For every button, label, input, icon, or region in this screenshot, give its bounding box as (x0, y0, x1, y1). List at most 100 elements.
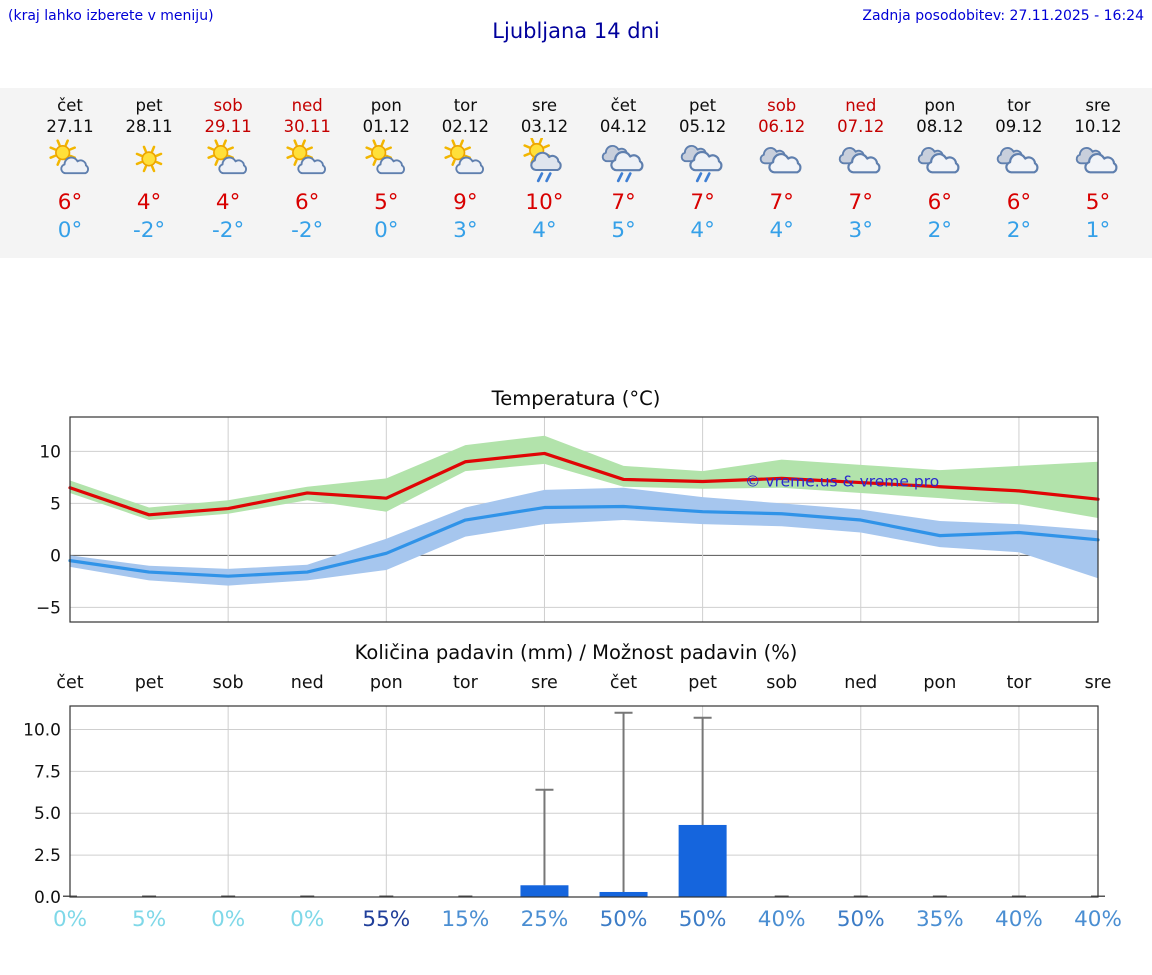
precip-ytick-label: 2.5 (34, 846, 61, 866)
cloud-icon (821, 138, 901, 187)
precip-day-label: pon (923, 673, 956, 693)
precip-zero-bar (221, 895, 236, 897)
precip-zero-bar (142, 895, 157, 897)
day-name: čet (57, 96, 83, 115)
min_temperature-line (68, 504, 1100, 578)
sun-cloud-icon (267, 138, 347, 187)
sun-cloud-icon (346, 138, 426, 187)
day-column[interactable]: pon 08.12 6° 2° (900, 95, 980, 245)
precipitation-chart: čet pet sob ned pon tor sre čet pet sob ned pon tor s… (23, 673, 1122, 932)
max_temperature_range-band (70, 435, 1098, 521)
precip-probability: 50% (837, 907, 885, 932)
day-low-temp: 2° (927, 218, 953, 243)
precip-probability: 40% (995, 907, 1043, 932)
precip-zero-bar (458, 895, 473, 897)
precip-day-label: ned (291, 673, 324, 693)
day-column[interactable]: ned 30.11 6° -2° (267, 95, 347, 245)
day-high-temp: 7° (611, 190, 636, 215)
day-low-temp: 0° (374, 218, 399, 243)
precip-day-label: čet (610, 673, 637, 693)
day-column[interactable]: tor 02.12 9° 3° (425, 95, 505, 245)
precip-day-label: tor (453, 673, 479, 693)
day-column[interactable]: čet 04.12 7° 5° (584, 95, 664, 245)
min_temperature_range-band (70, 487, 1098, 586)
day-high-temp: 6° (57, 190, 83, 215)
day-name: pet (689, 96, 717, 115)
max_temperature-line (68, 451, 1100, 517)
precip-probability: 15% (441, 907, 489, 932)
day-date: 04.12 (599, 117, 648, 136)
precip-probability: 55% (362, 907, 410, 932)
temp-ytick-label: 5 (50, 494, 61, 514)
day-date: 08.12 (916, 117, 964, 136)
day-name: pon (924, 96, 956, 115)
day-column[interactable]: sob 06.12 7° 4° (742, 95, 822, 245)
temperature-chart: −5 0 5 10 © vreme.us & vreme.pro (36, 416, 1100, 623)
day-high-temp: 4° (215, 190, 241, 215)
precip-zero-bar (300, 895, 315, 897)
day-column[interactable]: pet 05.12 7° 4° (663, 95, 743, 245)
day-date: 27.11 (46, 117, 94, 136)
day-name: ned (845, 96, 877, 115)
day-name: ned (291, 96, 323, 115)
precip-zero-bar (1011, 895, 1026, 897)
day-column[interactable]: sob 29.11 4° -2° (188, 95, 268, 245)
day-high-temp: 9° (453, 190, 478, 215)
day-low-temp: 4° (690, 218, 715, 243)
day-name: tor (1007, 96, 1031, 115)
day-low-temp: 5° (611, 218, 636, 243)
day-low-temp: 3° (453, 218, 478, 243)
rain-icon (584, 138, 664, 187)
cloud-icon (900, 138, 980, 187)
day-high-temp: 4° (136, 190, 162, 215)
precip-bar (678, 824, 727, 897)
day-date: 05.12 (678, 117, 727, 136)
cloud-icon (979, 138, 1059, 187)
day-high-temp: 7° (769, 190, 794, 215)
day-date: 09.12 (995, 117, 1043, 136)
last-update: Zadnja posodobitev: 27.11.2025 - 16:24 (862, 8, 1144, 24)
precip-probability: 0% (53, 907, 87, 932)
day-name: sre (1085, 96, 1111, 115)
day-name: pet (135, 96, 163, 115)
temp-ytick-label: −5 (36, 598, 61, 618)
day-date: 10.12 (1074, 117, 1122, 136)
precip-ytick-label: 7.5 (34, 762, 61, 782)
day-column[interactable]: tor 09.12 6° 2° (979, 95, 1059, 245)
sun-cloud-icon (30, 138, 110, 187)
day-low-temp: 4° (769, 218, 794, 243)
day-column[interactable]: čet 27.11 6° 0° (30, 95, 110, 245)
precip-day-label: čet (56, 673, 83, 693)
day-column[interactable]: pon 01.12 5° 0° (346, 95, 426, 245)
day-strip: čet 27.11 6° 0° pet 28.11 4° -2° sob 29.11 4° -2° ne… (0, 88, 1152, 258)
day-date: 29.11 (204, 117, 252, 136)
precip-day-label: sob (766, 673, 797, 693)
day-name: pon (370, 96, 402, 115)
day-low-temp: 4° (532, 218, 557, 243)
sun-cloud-icon (425, 138, 505, 187)
page-title: Ljubljana 14 dni (492, 19, 660, 43)
day-low-temp: -2° (291, 218, 324, 243)
precip-zero-bar (932, 895, 947, 897)
day-high-temp: 6° (1006, 190, 1032, 215)
day-column[interactable]: ned 07.12 7° 3° (821, 95, 901, 245)
precip-probability: 25% (521, 907, 569, 932)
watermark: © vreme.us & vreme.pro (745, 473, 939, 491)
precip-day-label: pet (688, 673, 717, 693)
day-high-temp: 7° (690, 190, 715, 215)
precip-probability: 50% (600, 907, 648, 932)
day-high-temp: 7° (848, 190, 873, 215)
precip-day-label: sob (213, 673, 244, 693)
day-low-temp: 2° (1006, 218, 1032, 243)
day-column[interactable]: sre 10.12 5° 1° (1058, 95, 1138, 245)
precip-zero-bar (379, 895, 394, 897)
day-high-temp: 5° (1085, 190, 1111, 215)
day-column[interactable]: pet 28.11 4° -2° (109, 95, 189, 245)
day-column[interactable]: sre 03.12 10° 4° (504, 95, 584, 245)
precip-probability: 40% (758, 907, 806, 932)
precip-day-label: pet (135, 673, 164, 693)
sun-icon (109, 138, 189, 187)
day-low-temp: 3° (848, 218, 873, 243)
precip-zero-bar (853, 895, 868, 897)
